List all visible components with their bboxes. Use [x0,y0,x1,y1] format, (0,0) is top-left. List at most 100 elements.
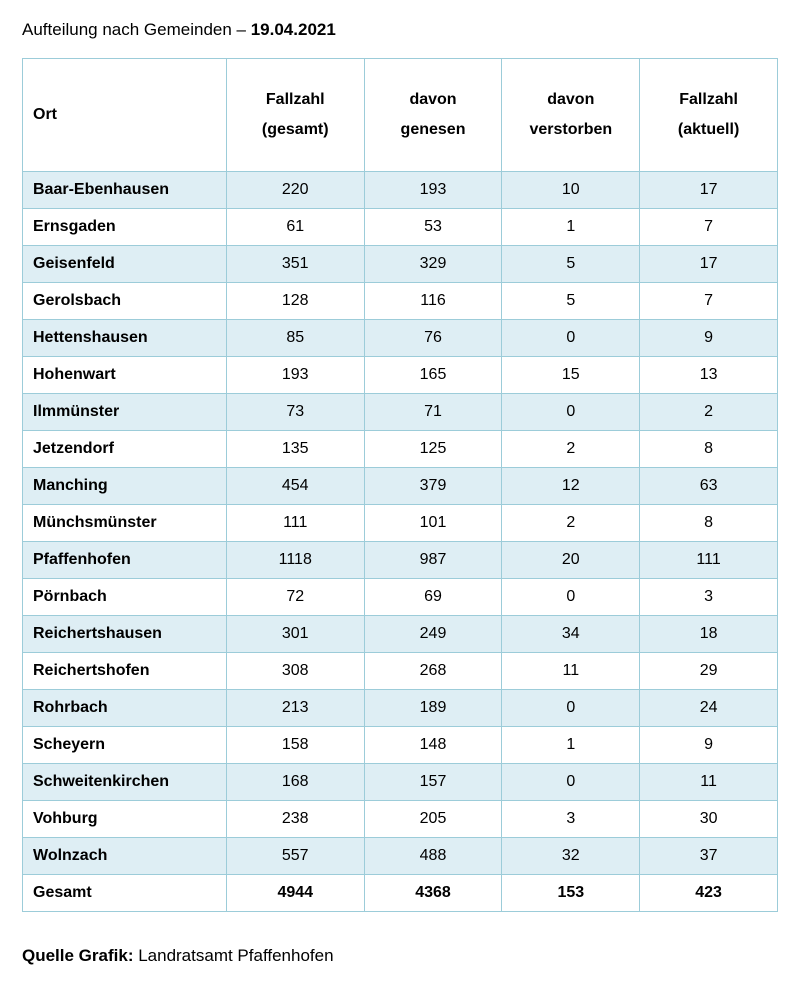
cell-aktuell: 9 [640,727,778,764]
col-header-verstorben-line1: davon [508,85,633,115]
table-row: Vohburg238205330 [23,801,778,838]
cell-ort: Rohrbach [23,690,227,727]
cell-ort: Münchsmünster [23,505,227,542]
cell-ort: Gerolsbach [23,283,227,320]
cell-aktuell: 63 [640,468,778,505]
cell-verstorben: 0 [502,690,640,727]
page-title: Aufteilung nach Gemeinden – 19.04.2021 [22,20,778,40]
col-header-aktuell: Fallzahl (aktuell) [640,59,778,172]
col-header-verstorben-line2: verstorben [508,115,633,145]
cell-gesamt: 135 [226,431,364,468]
cell-aktuell: 2 [640,394,778,431]
table-row: Gerolsbach12811657 [23,283,778,320]
cell-genesen: 268 [364,653,502,690]
cell-aktuell: 17 [640,172,778,209]
cell-genesen: 329 [364,246,502,283]
cell-aktuell: 18 [640,616,778,653]
col-header-gesamt: Fallzahl (gesamt) [226,59,364,172]
table-row-total: Gesamt49444368153423 [23,875,778,912]
cell-verstorben: 12 [502,468,640,505]
cell-total-gesamt: 4944 [226,875,364,912]
cell-ort: Geisenfeld [23,246,227,283]
cell-ort: Scheyern [23,727,227,764]
cell-verstorben: 20 [502,542,640,579]
cell-ort: Vohburg [23,801,227,838]
cell-verstorben: 0 [502,320,640,357]
cell-verstorben: 32 [502,838,640,875]
table-row: Reichertshausen3012493418 [23,616,778,653]
cell-aktuell: 111 [640,542,778,579]
table-body: Baar-Ebenhausen2201931017Ernsgaden615317… [23,172,778,912]
cell-genesen: 101 [364,505,502,542]
cell-ort: Pfaffenhofen [23,542,227,579]
cell-gesamt: 61 [226,209,364,246]
table-row: Jetzendorf13512528 [23,431,778,468]
cell-genesen: 379 [364,468,502,505]
source-line: Quelle Grafik: Landratsamt Pfaffenhofen [22,946,778,966]
col-header-verstorben: davon verstorben [502,59,640,172]
source-label: Quelle Grafik: [22,946,138,965]
title-date: 19.04.2021 [251,20,336,39]
cell-ort: Hohenwart [23,357,227,394]
cell-genesen: 249 [364,616,502,653]
col-header-genesen-line2: genesen [371,115,496,145]
cell-ort: Reichertshausen [23,616,227,653]
table-row: Wolnzach5574883237 [23,838,778,875]
cell-aktuell: 3 [640,579,778,616]
cell-gesamt: 220 [226,172,364,209]
cell-total-verstorben: 153 [502,875,640,912]
cell-aktuell: 8 [640,505,778,542]
cell-ort: Manching [23,468,227,505]
cell-genesen: 76 [364,320,502,357]
cell-aktuell: 8 [640,431,778,468]
source-value: Landratsamt Pfaffenhofen [138,946,333,965]
cell-gesamt: 557 [226,838,364,875]
table-row: Pfaffenhofen111898720111 [23,542,778,579]
cell-aktuell: 7 [640,209,778,246]
table-row: Ernsgaden615317 [23,209,778,246]
table-row: Baar-Ebenhausen2201931017 [23,172,778,209]
cell-aktuell: 11 [640,764,778,801]
cell-verstorben: 2 [502,505,640,542]
cell-gesamt: 454 [226,468,364,505]
col-header-gesamt-line2: (gesamt) [233,115,358,145]
cell-ort: Schweitenkirchen [23,764,227,801]
cell-aktuell: 7 [640,283,778,320]
cell-genesen: 205 [364,801,502,838]
table-row: Rohrbach213189024 [23,690,778,727]
cell-ort: Baar-Ebenhausen [23,172,227,209]
cell-verstorben: 0 [502,394,640,431]
cell-genesen: 116 [364,283,502,320]
cell-genesen: 189 [364,690,502,727]
cell-genesen: 165 [364,357,502,394]
cell-total-ort: Gesamt [23,875,227,912]
cell-verstorben: 0 [502,764,640,801]
table-row: Hohenwart1931651513 [23,357,778,394]
table-row: Reichertshofen3082681129 [23,653,778,690]
table-row: Manching4543791263 [23,468,778,505]
cell-ort: Ilmmünster [23,394,227,431]
table-row: Schweitenkirchen168157011 [23,764,778,801]
cell-verstorben: 1 [502,727,640,764]
cell-gesamt: 168 [226,764,364,801]
table-row: Ilmmünster737102 [23,394,778,431]
cell-verstorben: 1 [502,209,640,246]
cell-gesamt: 158 [226,727,364,764]
cell-verstorben: 34 [502,616,640,653]
cell-ort: Wolnzach [23,838,227,875]
cell-gesamt: 193 [226,357,364,394]
cell-gesamt: 351 [226,246,364,283]
table-row: Münchsmünster11110128 [23,505,778,542]
cell-gesamt: 85 [226,320,364,357]
cell-genesen: 987 [364,542,502,579]
cell-gesamt: 213 [226,690,364,727]
col-header-genesen-line1: davon [371,85,496,115]
cell-gesamt: 73 [226,394,364,431]
cell-gesamt: 128 [226,283,364,320]
cell-genesen: 488 [364,838,502,875]
cell-verstorben: 5 [502,283,640,320]
cell-genesen: 157 [364,764,502,801]
page-container: Aufteilung nach Gemeinden – 19.04.2021 O… [0,0,800,996]
cell-genesen: 125 [364,431,502,468]
cell-ort: Jetzendorf [23,431,227,468]
